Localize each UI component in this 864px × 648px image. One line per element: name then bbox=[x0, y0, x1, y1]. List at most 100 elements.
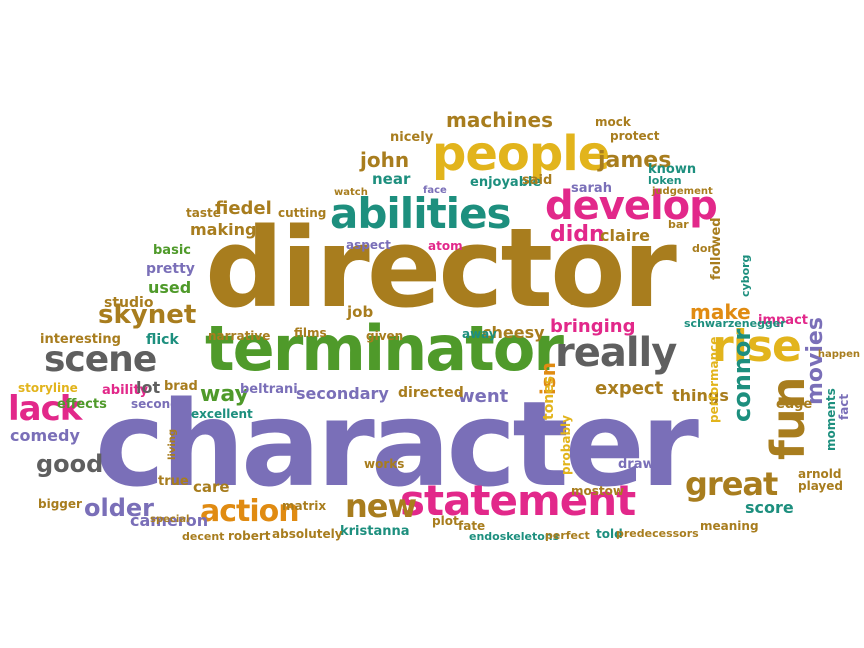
cloud-word: character bbox=[95, 375, 699, 513]
cloud-word: decent bbox=[182, 530, 225, 543]
cloud-word: atom bbox=[428, 239, 463, 253]
cloud-word: older bbox=[84, 494, 155, 522]
cloud-word: director bbox=[205, 204, 677, 332]
cloud-word: special bbox=[150, 514, 190, 525]
cloud-word: cutting bbox=[278, 206, 327, 220]
cloud-word: meaning bbox=[700, 519, 759, 533]
cloud-word: moments bbox=[824, 388, 838, 451]
cloud-word: comedy bbox=[10, 426, 80, 445]
cloud-word: making bbox=[190, 220, 257, 239]
cloud-word: seen bbox=[570, 295, 600, 308]
cloud-word: cheesy bbox=[482, 323, 545, 342]
cloud-word: used bbox=[148, 278, 192, 297]
cloud-word: nicely bbox=[390, 130, 434, 145]
cloud-word: probably bbox=[559, 415, 573, 475]
cloud-word: beltrani bbox=[240, 382, 298, 397]
cloud-word: rise bbox=[712, 321, 802, 372]
cloud-word: loken bbox=[648, 174, 682, 187]
cloud-word: ability bbox=[102, 383, 149, 398]
cloud-word: effects bbox=[57, 397, 107, 412]
cloud-word: brad bbox=[164, 379, 198, 394]
cloud-word: sarah bbox=[571, 181, 612, 196]
cloud-word: claire bbox=[600, 226, 650, 245]
cloud-word: score bbox=[745, 498, 794, 517]
cloud-word: basic bbox=[153, 243, 191, 258]
cloud-word: studio bbox=[104, 295, 154, 311]
cloud-word: bar bbox=[668, 218, 689, 231]
cloud-word: mostow bbox=[571, 484, 624, 498]
cloud-word: given bbox=[366, 329, 404, 343]
cloud-word: don bbox=[692, 242, 716, 255]
cloud-word: away bbox=[462, 327, 497, 341]
cloud-word: played bbox=[798, 479, 843, 493]
cloud-word: works bbox=[364, 457, 405, 471]
cloud-word: told bbox=[596, 527, 623, 541]
cloud-word: judgement bbox=[652, 186, 713, 197]
cloud-word: perfect bbox=[545, 529, 590, 542]
cloud-word: scene bbox=[44, 339, 157, 380]
cloud-word: watch bbox=[334, 187, 368, 198]
cloud-word: face bbox=[423, 185, 447, 196]
cloud-word: way bbox=[200, 382, 249, 407]
cloud-word: protect bbox=[610, 129, 660, 143]
cloud-word: known bbox=[648, 162, 697, 177]
cloud-word: directed bbox=[398, 385, 464, 401]
cloud-word: cameron bbox=[130, 511, 209, 530]
cloud-word: great bbox=[685, 465, 778, 503]
cloud-word: john bbox=[360, 148, 410, 172]
cloud-word: pretty bbox=[146, 261, 195, 277]
cloud-word: kristanna bbox=[340, 524, 410, 539]
cloud-word: arnold bbox=[798, 467, 842, 481]
cloud-word: secondary bbox=[296, 384, 389, 403]
cloud-word: predecessors bbox=[616, 527, 699, 540]
cloud-word: absolutely bbox=[272, 527, 343, 541]
cloud-word: fate bbox=[458, 519, 486, 533]
cloud-word: didn bbox=[550, 222, 605, 247]
cloud-word: abilities bbox=[330, 189, 512, 238]
cloud-word: statement bbox=[400, 476, 636, 525]
cloud-word: bringing bbox=[550, 316, 636, 337]
cloud-word: went bbox=[458, 386, 509, 407]
cloud-word: matrix bbox=[282, 499, 327, 513]
cloud-word: make bbox=[690, 300, 751, 324]
cloud-word: happen bbox=[817, 349, 860, 360]
cloud-word: said bbox=[522, 173, 553, 188]
cloud-word: excellent bbox=[191, 407, 253, 421]
cloud-word: lot bbox=[136, 378, 161, 397]
cloud-word: develop bbox=[545, 183, 718, 229]
cloud-word: care bbox=[193, 478, 230, 496]
cloud-word: james bbox=[598, 148, 672, 173]
cloud-word: interesting bbox=[40, 332, 121, 347]
cloud-word: flick bbox=[146, 332, 179, 348]
cloud-word: plot bbox=[432, 514, 459, 528]
cloud-word: endoskeletons bbox=[469, 530, 560, 543]
cloud-word: narrative bbox=[208, 329, 271, 343]
cloud-word: good bbox=[36, 450, 104, 478]
cloud-word: aspect bbox=[346, 238, 391, 252]
cloud-word: mock bbox=[595, 115, 631, 129]
cloud-word: terminator bbox=[205, 312, 564, 385]
cloud-word: near bbox=[372, 170, 411, 188]
cloud-word: connor bbox=[728, 328, 756, 422]
cloud-word: robert bbox=[228, 529, 271, 543]
cloud-word: true bbox=[158, 474, 189, 489]
cloud-word: performance bbox=[707, 336, 721, 423]
cloud-word: edge bbox=[776, 397, 813, 412]
cloud-word: fact bbox=[837, 393, 851, 420]
cloud-word: living bbox=[167, 428, 178, 460]
cloud-word: fiedel bbox=[215, 198, 272, 219]
cloud-word: people bbox=[432, 126, 610, 182]
cloud-word: skynet bbox=[98, 300, 197, 330]
cloud-word: things bbox=[672, 386, 729, 405]
cloud-word: second bbox=[131, 397, 179, 411]
cloud-word: storyline bbox=[18, 381, 78, 395]
cloud-word: new bbox=[345, 487, 417, 525]
cloud-word: draw bbox=[618, 457, 655, 472]
cloud-word: really bbox=[555, 330, 677, 376]
cloud-word: schwarzenegger bbox=[684, 317, 786, 330]
cloud-word: lack bbox=[8, 389, 82, 429]
cloud-word: taste bbox=[186, 206, 221, 220]
cloud-word: cyborg bbox=[739, 254, 752, 297]
cloud-word: tones bbox=[541, 375, 557, 420]
